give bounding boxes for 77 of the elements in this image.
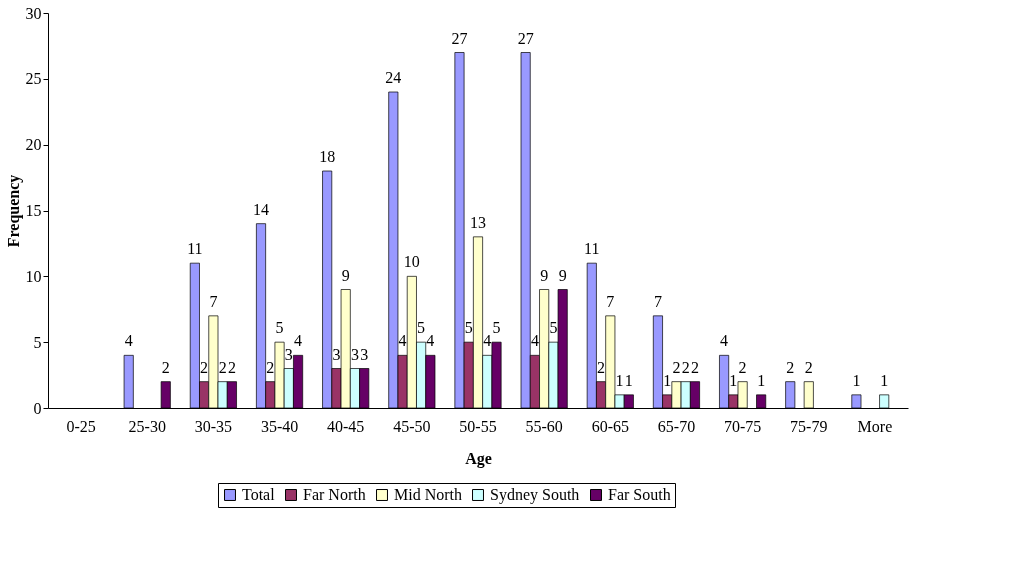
data-label: 2 [227, 358, 236, 376]
x-tick-label: 35-40 [260, 417, 299, 435]
x-tick-label: 0-25 [66, 417, 96, 435]
data-label: 1 [729, 371, 738, 389]
data-label: 2 [738, 358, 747, 376]
data-label: 1 [880, 371, 889, 389]
x-tick-label: 70-75 [723, 417, 762, 435]
y-tick-label: 10 [25, 267, 42, 285]
data-label: 4 [530, 332, 539, 350]
data-label: 5 [417, 319, 426, 337]
data-label: 4 [720, 332, 729, 350]
data-label: 27 [451, 29, 468, 47]
x-tick-label: 45-50 [393, 417, 431, 435]
y-tick-label: 5 [33, 333, 42, 351]
y-axis-title: Frequency [4, 174, 23, 248]
legend-label: Sydney South [490, 486, 580, 504]
data-label: 3 [284, 345, 293, 363]
x-tick-label: 65-70 [657, 417, 696, 435]
x-tick-label: 40-45 [327, 417, 365, 435]
data-label: 5 [275, 319, 284, 337]
data-label: 1 [663, 371, 672, 389]
data-label: 2 [804, 358, 813, 376]
data-label: 2 [786, 358, 795, 376]
data-label: 4 [294, 332, 303, 350]
data-label: 2 [672, 358, 681, 376]
x-axis-title: Age [465, 449, 492, 468]
data-label: 14 [253, 200, 270, 218]
data-label: 2 [690, 358, 699, 376]
y-tick-label: 15 [25, 202, 42, 219]
x-tick-label: 30-35 [194, 417, 233, 435]
data-label: 1 [624, 371, 633, 389]
data-label: 3 [350, 345, 359, 363]
y-tick-label: 0 [33, 399, 42, 417]
data-label: 5 [549, 319, 558, 337]
data-label: 7 [209, 292, 218, 310]
data-label: 4 [426, 332, 435, 350]
data-label: 2 [218, 358, 227, 376]
y-tick-label: 20 [25, 136, 42, 154]
data-label: 10 [403, 253, 420, 271]
data-label: 27 [517, 29, 534, 47]
x-tick-label: 75-79 [790, 417, 828, 435]
data-label: 5 [492, 319, 501, 337]
data-label: 2 [161, 358, 170, 376]
data-label: 1 [757, 371, 766, 389]
data-label: 9 [558, 266, 567, 284]
data-label: 2 [681, 358, 690, 376]
x-tick-label: 25-30 [128, 417, 166, 435]
data-label: 7 [653, 292, 662, 310]
data-label: 24 [385, 69, 402, 86]
y-tick-label: 30 [25, 4, 42, 22]
data-label: 2 [200, 358, 209, 376]
data-label: 18 [319, 148, 336, 165]
data-label: 1 [615, 371, 624, 389]
y-tick-label: 25 [25, 70, 42, 88]
data-label: 2 [597, 358, 606, 376]
data-label: 7 [606, 292, 615, 310]
data-label: 3 [360, 345, 369, 363]
x-tick-label: More [857, 417, 893, 435]
data-label: 11 [584, 240, 600, 258]
data-label: 1 [852, 371, 861, 389]
legend-label: Total [242, 486, 276, 503]
x-tick-label: 50-55 [459, 417, 497, 435]
data-label: 9 [540, 266, 549, 284]
x-tick-label: 60-65 [591, 417, 629, 435]
data-label: 4 [398, 332, 407, 350]
legend-label: Mid North [394, 486, 462, 503]
data-label: 4 [483, 332, 492, 350]
data-label: 4 [124, 332, 133, 350]
data-label: 11 [187, 240, 203, 258]
data-label: 3 [332, 345, 341, 363]
data-label: 13 [470, 213, 486, 231]
legend-label: Far South [608, 486, 671, 503]
legend-label: Far North [303, 486, 366, 503]
data-label: 9 [341, 266, 350, 284]
data-label: 2 [266, 358, 275, 376]
data-label: 5 [464, 319, 473, 337]
x-tick-label: 55-60 [525, 417, 563, 435]
